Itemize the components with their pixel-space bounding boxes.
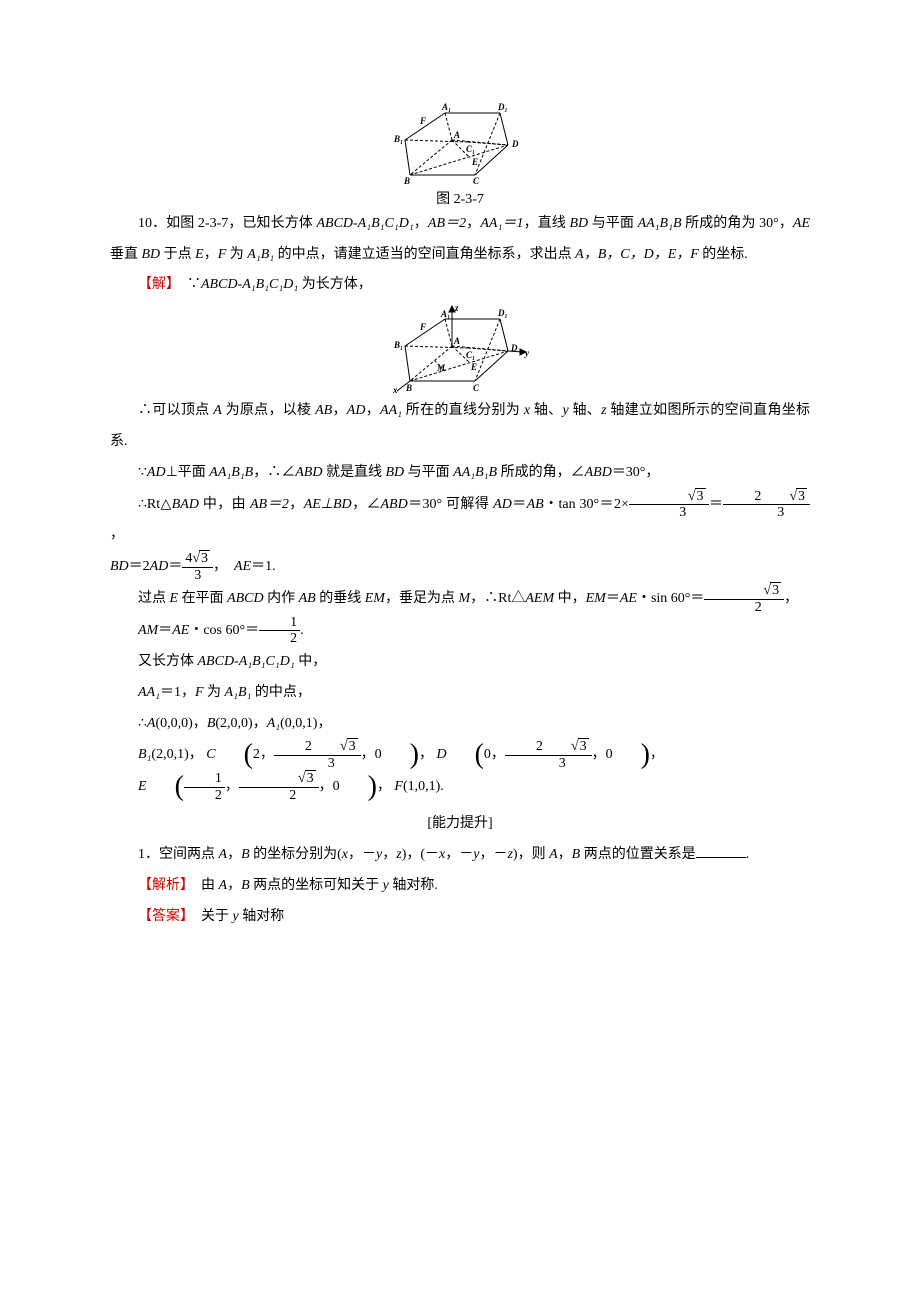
- solution-label: 【解】: [138, 277, 173, 292]
- figure-1: A₁ D₁ F A B₁ C₁ D E B C 图 2-3-7: [110, 100, 810, 209]
- cuboid-diagram-2: z A₁ D₁ F A B₁ C₁ D y M E x B C: [385, 301, 535, 396]
- svg-text:E: E: [471, 157, 478, 167]
- svg-text:A: A: [453, 336, 460, 346]
- svg-text:D₁: D₁: [497, 308, 508, 318]
- solution-tag: 【解】 ∵ABCD-A₁B₁C₁D₁ 为长方体，: [110, 270, 810, 301]
- figure-1-caption: 图 2-3-7: [110, 192, 810, 209]
- answer: 【答案】 关于 y 轴对称: [110, 902, 810, 933]
- para-bd: BD＝2AD＝4√33， AE＝1.: [110, 551, 810, 583]
- svg-text:B₁: B₁: [393, 134, 403, 144]
- section-heading: [能力提升]: [110, 809, 810, 840]
- svg-text:C₁: C₁: [466, 144, 475, 154]
- analysis: 【解析】 由 A，B 两点的坐标可知关于 y 轴对称.: [110, 871, 810, 902]
- figure-2: z A₁ D₁ F A B₁ C₁ D y M E x B C: [110, 301, 810, 396]
- svg-text:z: z: [454, 303, 459, 313]
- fill-blank: [696, 843, 746, 858]
- para-coords-1: ∴A(0,0,0)，B(2,0,0)，A₁(0,0,1)，: [110, 709, 810, 740]
- svg-text:E: E: [470, 362, 477, 372]
- question-10: 10．如图 2-3-7，已知长方体 ABCD-A₁B₁C₁D₁，AB＝2，AA₁…: [110, 209, 810, 271]
- svg-text:B: B: [405, 383, 412, 393]
- svg-text:x: x: [392, 385, 398, 395]
- svg-text:A₁: A₁: [441, 102, 451, 112]
- question-1: 1．空间两点 A，B 的坐标分别为(x，－y，z)，(－x，－y，－z)，则 A…: [110, 840, 810, 871]
- svg-text:M: M: [436, 363, 446, 373]
- svg-text:D: D: [510, 343, 518, 353]
- svg-text:B₁: B₁: [393, 340, 403, 350]
- para-origin: ∴可以顶点 A 为原点，以棱 AB，AD，AA₁ 所在的直线分别为 x 轴、y …: [110, 396, 810, 458]
- para-rt-bad: ∴Rt△BAD 中，由 AB＝2，AE⊥BD，∠ABD＝30° 可解得 AD＝A…: [110, 489, 810, 552]
- svg-text:C₁: C₁: [466, 350, 475, 360]
- svg-text:B: B: [403, 176, 410, 186]
- svg-text:D: D: [511, 139, 519, 149]
- para-em: 过点 E 在平面 ABCD 内作 AB 的垂线 EM，垂足为点 M，∴Rt△AE…: [110, 583, 810, 615]
- svg-text:A: A: [453, 130, 460, 140]
- para-am: AM＝AE・cos 60°＝12.: [110, 615, 810, 647]
- analysis-label: 【解析】: [138, 878, 187, 893]
- svg-text:D₁: D₁: [497, 102, 508, 112]
- cuboid-diagram-1: A₁ D₁ F A B₁ C₁ D E B C: [390, 100, 530, 190]
- para-aa1: AA₁＝1，F 为 A₁B₁ 的中点，: [110, 678, 810, 709]
- answer-label: 【答案】: [138, 909, 187, 924]
- svg-text:A₁: A₁: [440, 309, 450, 319]
- para-coords-2: B₁(2,0,1)， C(2，2√33，0)， D(0，2√33，0)，: [110, 739, 810, 771]
- svg-text:C: C: [473, 383, 480, 393]
- svg-text:y: y: [524, 348, 530, 358]
- para-coords-3: E(12，√32，0)， F(1,0,1).: [110, 771, 810, 803]
- svg-text:C: C: [473, 176, 480, 186]
- svg-text:F: F: [419, 322, 426, 332]
- para-angle: ∵AD⊥平面 AA₁B₁B，∴∠ABD 就是直线 BD 与平面 AA₁B₁B 所…: [110, 458, 810, 489]
- para-cuboid2: 又长方体 ABCD-A₁B₁C₁D₁ 中，: [110, 647, 810, 678]
- svg-text:F: F: [419, 116, 426, 126]
